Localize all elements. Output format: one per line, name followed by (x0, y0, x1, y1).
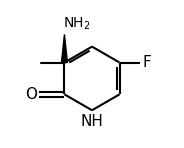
Text: NH: NH (81, 114, 103, 129)
Polygon shape (61, 34, 67, 63)
Text: NH$_2$: NH$_2$ (63, 16, 91, 32)
Text: O: O (26, 87, 38, 102)
Text: F: F (142, 55, 151, 70)
